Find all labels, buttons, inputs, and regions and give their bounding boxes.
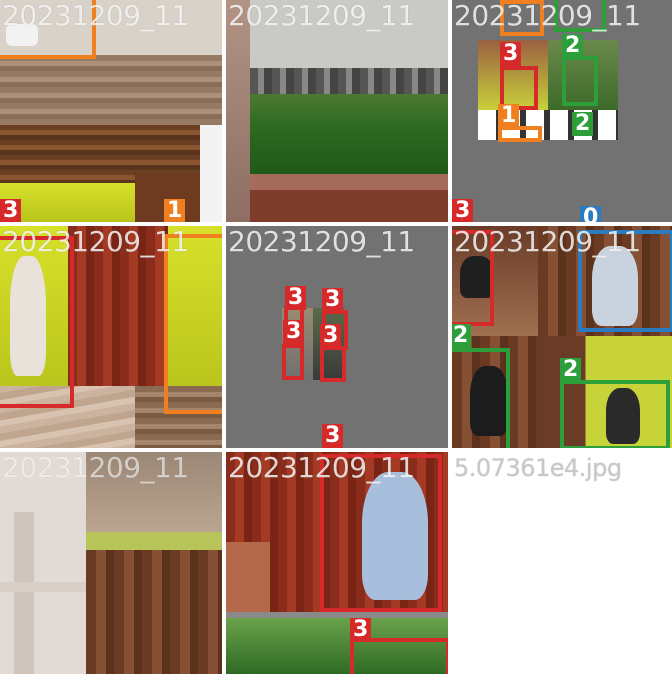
detection-box: [560, 380, 670, 448]
detection-label: 3: [322, 424, 343, 448]
detection-box: [350, 638, 448, 674]
detection-label: 3: [285, 286, 306, 310]
window-panel: [200, 125, 222, 222]
detection-box: [562, 56, 598, 106]
detection-label: 2: [572, 112, 593, 136]
detection-box: [0, 0, 96, 59]
mosaic-tile-7: 20231209_11: [0, 452, 222, 674]
detection-box: [320, 346, 346, 382]
sky-panel: [250, 0, 448, 70]
detection-label: 2: [562, 34, 583, 58]
detection-label: 0: [580, 206, 601, 222]
door-panel: [86, 550, 222, 674]
tile-title: 5.07361e4.jpg: [454, 452, 622, 485]
detection-label: 2: [452, 324, 471, 348]
mosaic-tile-2: 20231209_11: [226, 0, 448, 222]
detection-label: 3: [0, 199, 21, 222]
detection-box: [452, 230, 494, 326]
detection-box: [0, 236, 74, 408]
floor-panel: [250, 174, 448, 222]
detection-label: 1: [498, 104, 519, 128]
detection-label: 2: [560, 358, 581, 382]
wall-strip: [86, 532, 222, 550]
wall-panel: [0, 452, 86, 674]
detection-box: [500, 0, 544, 36]
detection-box: [554, 0, 606, 32]
tile-title: 20231209_11: [228, 226, 415, 259]
mosaic-tile-4: 20231209_11: [0, 226, 222, 448]
mosaic-tile-5: 3 3 3 3 3 20231209_11: [226, 226, 448, 448]
detection-label: 3: [322, 288, 343, 312]
tile-title: 20231209_11: [454, 0, 641, 33]
detection-label: 3: [500, 42, 521, 66]
detection-label: 3: [350, 618, 371, 642]
detection-label: 3: [320, 324, 341, 348]
mosaic-tile-6: 2 2 20231209_11: [452, 226, 672, 448]
mosaic-tile-1: 3 1 20231209_11: [0, 0, 222, 222]
grass-panel: [250, 94, 448, 174]
mosaic-tile-9: 5.07361e4.jpg: [452, 452, 672, 674]
detection-box: [498, 126, 542, 142]
stones-panel: [250, 68, 448, 96]
mosaic-tile-3: 3 2 1 2 3 0 20231209_11: [452, 0, 672, 222]
detection-label: 3: [452, 199, 473, 222]
ceiling-panel: [86, 452, 222, 532]
door-panel: [68, 226, 168, 396]
detection-label: 3: [283, 320, 304, 344]
detection-box: [578, 230, 672, 332]
side-panel: [226, 0, 250, 222]
mosaic-tile-8: 3 20231209_11: [226, 452, 448, 674]
detection-box: [452, 348, 510, 448]
detection-box: [282, 344, 304, 380]
detection-label: 1: [164, 199, 185, 222]
detection-box: [320, 454, 442, 612]
detection-box: [164, 234, 222, 414]
